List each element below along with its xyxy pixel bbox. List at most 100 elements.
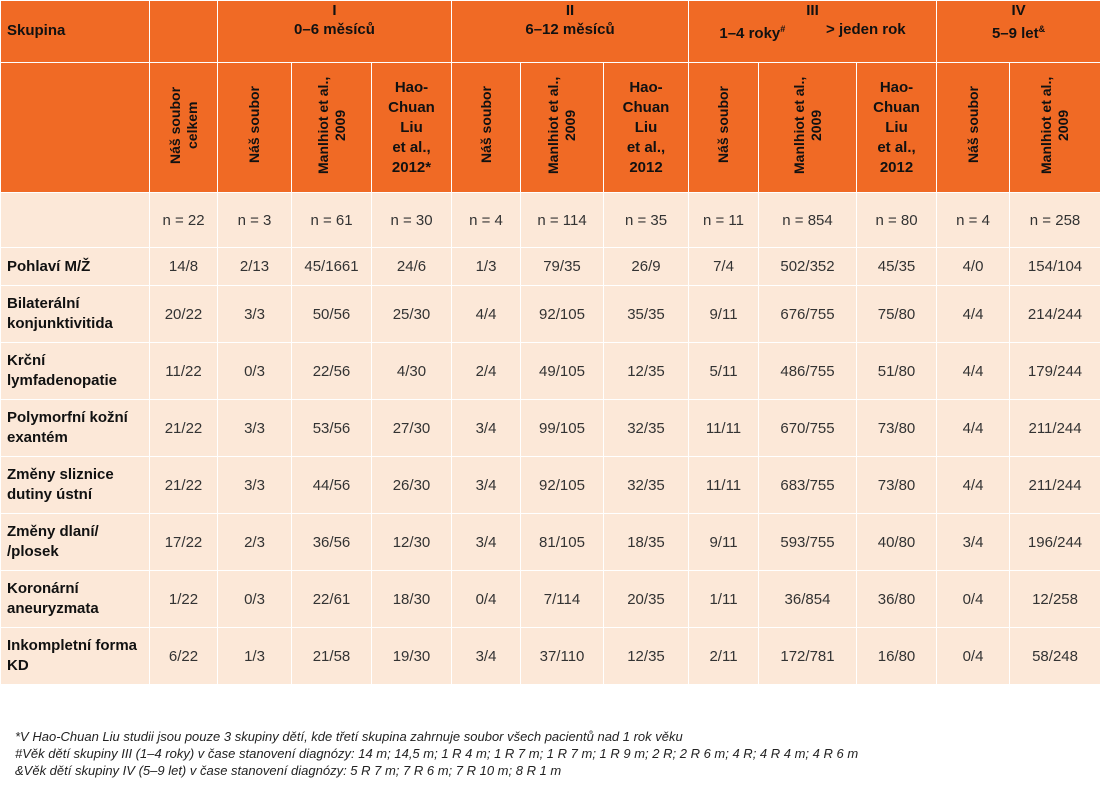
table-row: Pohlaví M/Ž 14/8 2/13 45/1661 24/6 1/3 79/35 26… [0, 247, 1100, 286]
footnote-hash: #Věk dětí skupiny III (1–4 roky) v čase … [15, 746, 859, 761]
value-cell: 21/22 [149, 399, 218, 457]
value-cell: 1/22 [149, 570, 218, 628]
group-i-roman: I [332, 2, 337, 19]
value-cell: 26/9 [603, 247, 689, 286]
group-iii-range-b: > jeden rok [826, 21, 906, 38]
value-cell: 1/11 [688, 570, 759, 628]
value-cell: 3/4 [936, 513, 1011, 571]
sub-i-hao: Hao- Chuan Liu et al., 2012* [371, 62, 452, 193]
row-label: Krční lymfadenopatie [0, 342, 150, 400]
group-iii-header: III 1–4 roky# > jeden rok [687, 0, 938, 63]
value-cell: 27/30 [371, 399, 452, 457]
value-cell: 154/104 [1009, 247, 1100, 286]
value-cell: 9/11 [688, 285, 759, 343]
value-cell: 4/0 [936, 247, 1011, 286]
value-cell: 4/30 [371, 342, 452, 400]
value-cell: 0/4 [451, 570, 521, 628]
value-cell: 0/4 [936, 627, 1011, 685]
group-ii-range: 6–12 měsíců [525, 21, 615, 38]
group-i-range: 0–6 měsíců [294, 21, 375, 38]
value-cell: 7/4 [688, 247, 759, 286]
value-cell: 3/4 [451, 399, 521, 457]
row-label: Bilaterální konjunktivitida [0, 285, 150, 343]
sub-nas-celkem: Náš soubor celkem [149, 62, 218, 193]
value-cell: 20/22 [149, 285, 218, 343]
value-cell: 5/11 [688, 342, 759, 400]
value-cell: 22/56 [291, 342, 372, 400]
value-cell: 211/244 [1009, 456, 1100, 514]
row-label: Změny dlaní/ /plosek [0, 513, 150, 571]
value-cell: 0/3 [217, 342, 292, 400]
value-cell: 32/35 [603, 456, 689, 514]
value-cell: 92/105 [520, 456, 604, 514]
table-row: Krční lymfadenopatie 11/22 0/3 22/56 4/30 2/4… [0, 342, 1100, 400]
value-cell: 26/30 [371, 456, 452, 514]
value-cell: 21/58 [291, 627, 372, 685]
sub-iv-manlhiot: Manlhiot et al., 2009 [1009, 62, 1100, 193]
value-cell: 676/755 [758, 285, 857, 343]
value-cell: 502/352 [758, 247, 857, 286]
n-cell: n = 61 [291, 192, 372, 248]
value-cell: 14/8 [149, 247, 218, 286]
value-cell: 3/3 [217, 456, 292, 514]
group-iii-range-mark: # [780, 24, 786, 34]
value-cell: 79/35 [520, 247, 604, 286]
value-cell: 73/80 [855, 456, 938, 514]
value-cell: 4/4 [936, 456, 1011, 514]
value-cell: 40/80 [855, 513, 938, 571]
value-cell: 4/4 [936, 285, 1011, 343]
skupina-header: Skupina [0, 0, 150, 63]
footnote-amp: &Věk dětí skupiny IV (5–9 let) v čase st… [15, 763, 562, 778]
value-cell: 172/781 [758, 627, 857, 685]
value-cell: 58/248 [1009, 627, 1100, 685]
value-cell: 18/30 [371, 570, 452, 628]
value-cell: 12/258 [1009, 570, 1100, 628]
value-cell: 81/105 [520, 513, 604, 571]
value-cell: 36/854 [758, 570, 857, 628]
value-cell: 9/11 [688, 513, 759, 571]
sub-iv-nas: Náš soubor [936, 62, 1011, 193]
value-cell: 11/11 [688, 399, 759, 457]
value-cell: 12/35 [603, 342, 689, 400]
row-label: Inkompletní forma KD [0, 627, 150, 685]
sub-ii-manlhiot: Manlhiot et al., 2009 [520, 62, 604, 193]
sub-ii-hao: Hao- Chuan Liu et al., 2012 [603, 62, 689, 193]
value-cell: 4/4 [936, 342, 1011, 400]
n-cell: n = 35 [603, 192, 689, 248]
sub-ii-nas: Náš soubor [451, 62, 521, 193]
sub-iii-manlhiot: Manlhiot et al., 2009 [758, 62, 857, 193]
value-cell: 1/3 [451, 247, 521, 286]
value-cell: 593/755 [758, 513, 857, 571]
value-cell: 211/244 [1009, 399, 1100, 457]
group-iv-header: IV 5–9 let& [936, 0, 1100, 63]
footnotes: *V Hao-Chuan Liu studii jsou pouze 3 sku… [15, 728, 858, 779]
group-0-header [149, 0, 218, 63]
value-cell: 486/755 [758, 342, 857, 400]
n-cell: n = 4 [936, 192, 1011, 248]
value-cell: 2/13 [217, 247, 292, 286]
value-cell: 3/4 [451, 627, 521, 685]
value-cell: 49/105 [520, 342, 604, 400]
value-cell: 53/56 [291, 399, 372, 457]
value-cell: 2/11 [688, 627, 759, 685]
row-label: Pohlaví M/Ž [0, 247, 150, 286]
value-cell: 11/11 [688, 456, 759, 514]
n-cell: n = 11 [688, 192, 759, 248]
sub-iii-hao: Hao- Chuan Liu et al., 2012 [855, 62, 938, 193]
n-cell: n = 258 [1009, 192, 1100, 248]
table-row: Polymorfní kožní exantém 21/22 3/3 53/56 27/… [0, 399, 1100, 457]
group-ii-header: II 6–12 měsíců [451, 0, 689, 63]
value-cell: 4/4 [451, 285, 521, 343]
kd-comparison-table: Skupina I 0–6 měsíců II 6–12 měsíců III … [0, 0, 1100, 685]
group-iv-range-mark: & [1038, 24, 1046, 34]
value-cell: 21/22 [149, 456, 218, 514]
group-iv-roman: IV [1011, 2, 1026, 19]
value-cell: 73/80 [855, 399, 938, 457]
value-cell: 214/244 [1009, 285, 1100, 343]
value-cell: 92/105 [520, 285, 604, 343]
value-cell: 3/3 [217, 399, 292, 457]
value-cell: 19/30 [371, 627, 452, 685]
value-cell: 683/755 [758, 456, 857, 514]
table-row: Inkompletní forma KD 6/22 1/3 21/58 19/30 3/4… [0, 627, 1100, 685]
